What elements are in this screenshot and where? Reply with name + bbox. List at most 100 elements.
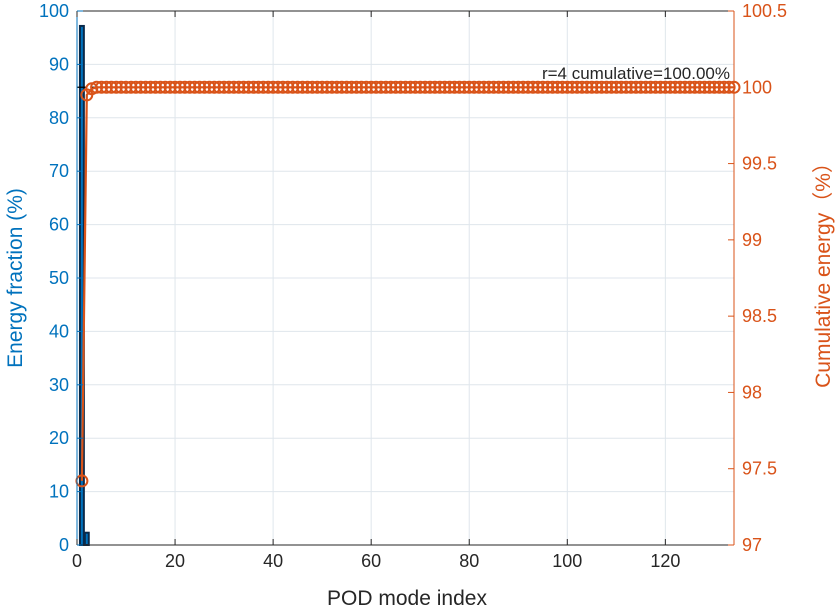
cumulative-point (580, 80, 594, 94)
right-y-tick-label: 97.5 (742, 459, 777, 479)
cumulative-point (413, 80, 427, 94)
cumulative-point (452, 80, 466, 94)
cumulative-point (256, 80, 270, 94)
right-y-tick-label: 97 (742, 535, 762, 555)
cumulative-point (212, 80, 226, 94)
cumulative-point (129, 80, 143, 94)
cumulative-point (163, 80, 177, 94)
cumulative-point (448, 80, 462, 94)
cumulative-point (99, 80, 113, 94)
cumulative-point (693, 80, 707, 94)
cumulative-point (247, 80, 261, 94)
cumulative-point (433, 80, 447, 94)
cumulative-point (531, 80, 545, 94)
cumulative-point (286, 80, 300, 94)
left-y-axis-label: Energy fraction (%) (4, 188, 27, 368)
right-y-tick-label: 100 (742, 77, 772, 97)
cumulative-point (644, 80, 658, 94)
cumulative-point (511, 80, 525, 94)
cumulative-point (653, 80, 667, 94)
cumulative-point (457, 80, 471, 94)
cumulative-point (251, 80, 265, 94)
cumulative-point (492, 80, 506, 94)
cumulative-point (315, 80, 329, 94)
cumulative-point (75, 474, 89, 488)
cumulative-point (134, 80, 148, 94)
cumulative-point (364, 80, 378, 94)
cumulative-point (384, 80, 398, 94)
left-y-tick-label: 60 (49, 215, 69, 235)
cumulative-point (276, 80, 290, 94)
left-y-tick-label: 40 (49, 321, 69, 341)
left-y-tick-label: 70 (49, 161, 69, 181)
right-y-tick-label: 100.5 (742, 1, 787, 21)
x-tick-label: 40 (263, 551, 283, 571)
cumulative-point (516, 80, 530, 94)
cumulative-point (565, 80, 579, 94)
cumulative-point (649, 80, 663, 94)
cumulative-point (374, 80, 388, 94)
cumulative-point (227, 80, 241, 94)
cumulative-point (217, 80, 231, 94)
cumulative-point (570, 80, 584, 94)
cumulative-point (600, 80, 614, 94)
cumulative-point (673, 80, 687, 94)
cumulative-point (310, 80, 324, 94)
right-y-tick-label: 98.5 (742, 306, 777, 326)
cumulative-point (207, 80, 221, 94)
cumulative-point (619, 80, 633, 94)
x-tick-label: 120 (650, 551, 680, 571)
cumulative-point (663, 80, 677, 94)
cumulative-point (521, 80, 535, 94)
cumulative-point (266, 80, 280, 94)
labels: POD mode index Energy fraction (%) Cumul… (4, 64, 835, 610)
cumulative-point (109, 80, 123, 94)
cumulative-point (482, 80, 496, 94)
cumulative-line (75, 80, 741, 488)
cumulative-point (550, 80, 564, 94)
cumulative-point (443, 80, 457, 94)
cumulative-point (604, 80, 618, 94)
x-axis-label: POD mode index (327, 587, 487, 610)
left-y-tick-label: 80 (49, 108, 69, 128)
cumulative-point (197, 80, 211, 94)
cumulative-point (536, 80, 550, 94)
cumulative-point (148, 80, 162, 94)
cumulative-point (462, 80, 476, 94)
cumulative-point (153, 80, 167, 94)
cumulative-point (325, 80, 339, 94)
cumulative-point (158, 80, 172, 94)
right-y-axis-label: Cumulative energy（%） (812, 152, 835, 388)
cumulative-point (590, 80, 604, 94)
cumulative-point (305, 80, 319, 94)
cumulative-point (403, 80, 417, 94)
cumulative-point (526, 80, 540, 94)
cumulative-point (546, 80, 560, 94)
cumulative-point (119, 80, 133, 94)
cumulative-point (702, 80, 716, 94)
cumulative-point (95, 80, 109, 94)
cumulative-point (291, 80, 305, 94)
right-y-tick-label: 99.5 (742, 154, 777, 174)
cumulative-point (139, 80, 153, 94)
cumulative-point (506, 80, 520, 94)
cumulative-point (668, 80, 682, 94)
left-y-tick-label: 20 (49, 428, 69, 448)
cumulative-point (90, 80, 104, 94)
cumulative-point (281, 80, 295, 94)
cumulative-point (629, 80, 643, 94)
left-y-tick-label: 50 (49, 268, 69, 288)
cumulative-point (624, 80, 638, 94)
cumulative-point (575, 80, 589, 94)
cumulative-point (555, 80, 569, 94)
cumulative-point (168, 80, 182, 94)
cumulative-point (335, 80, 349, 94)
cumulative-point (330, 80, 344, 94)
cumulative-point (428, 80, 442, 94)
cumulative-point (354, 80, 368, 94)
x-tick-label: 0 (72, 551, 82, 571)
left-y-tick-label: 30 (49, 375, 69, 395)
cumulative-point (707, 80, 721, 94)
